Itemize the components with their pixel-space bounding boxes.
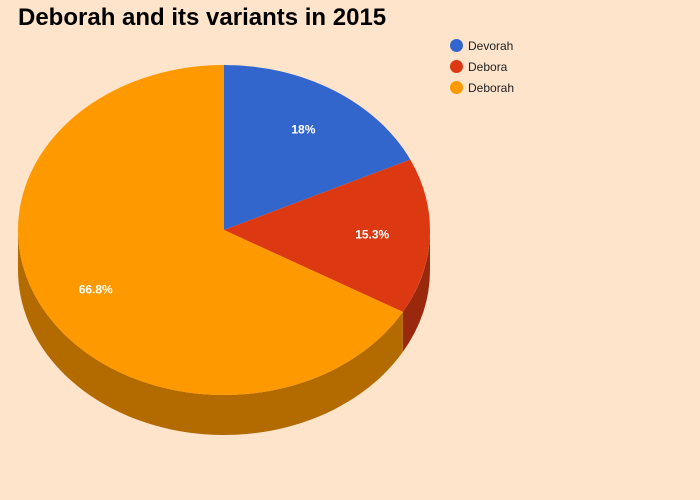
pie-slice-deborah [18, 65, 403, 395]
legend-item-deborah[interactable]: Deborah [450, 77, 514, 98]
legend-label: Devorah [468, 38, 514, 53]
legend-item-debora[interactable]: Debora [450, 56, 514, 77]
pie-slice-devorah [224, 65, 411, 230]
legend-label: Deborah [468, 80, 515, 95]
pie-slice-debora [224, 159, 431, 312]
legend-swatch [450, 60, 463, 73]
pie-side-deborah [18, 230, 403, 436]
legend-swatch [450, 81, 463, 94]
slice-label-devorah: 18% [291, 123, 315, 137]
pie-side-debora [402, 230, 430, 352]
legend-label: Debora [468, 59, 508, 74]
legend-swatch [450, 39, 463, 52]
slice-label-debora: 15.3% [355, 228, 389, 242]
legend-item-devorah[interactable]: Devorah [450, 35, 514, 56]
slice-label-deborah: 66.8% [79, 283, 113, 297]
legend: Devorah Debora Deborah [450, 35, 514, 98]
chart-title: Deborah and its variants in 2015 [18, 4, 387, 31]
